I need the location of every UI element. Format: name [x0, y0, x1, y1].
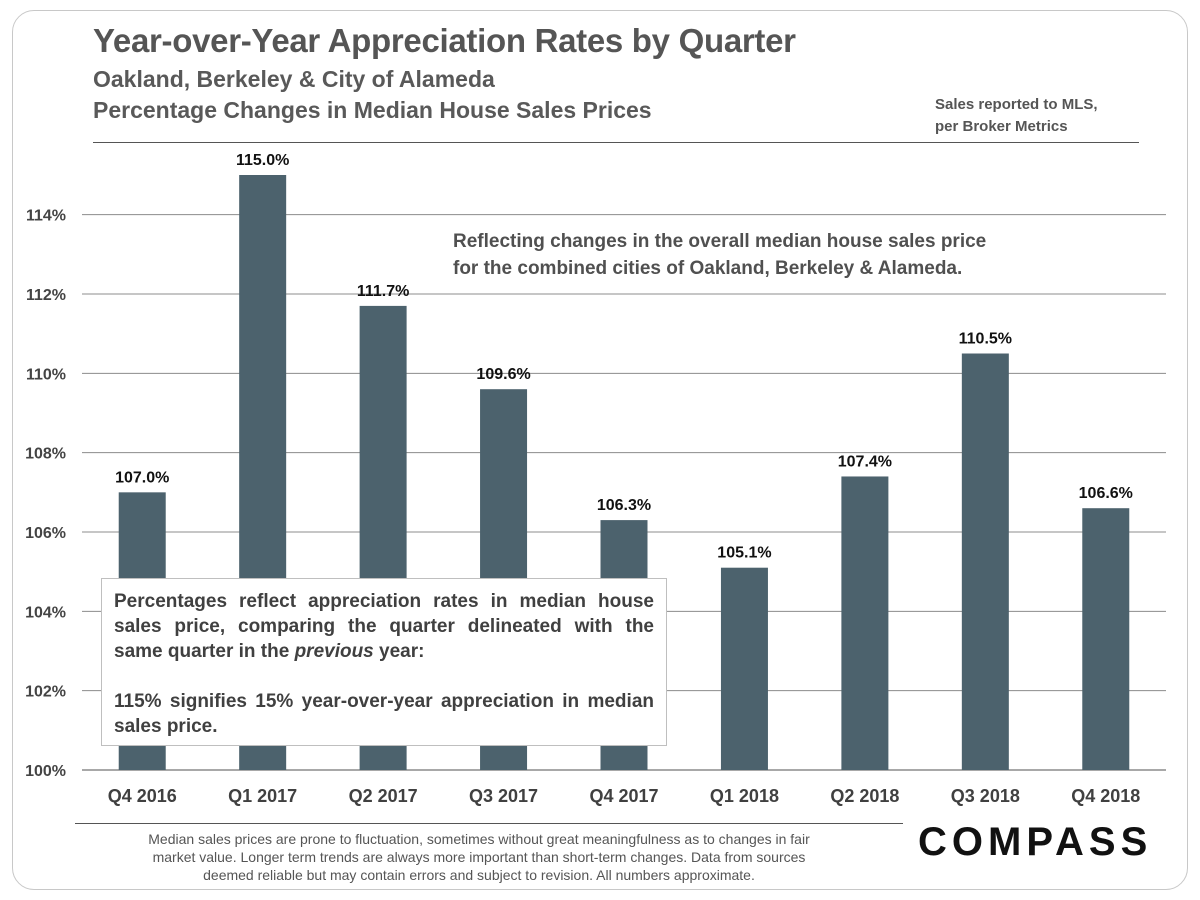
- data-label: 106.6%: [1079, 485, 1133, 502]
- data-label: 106.3%: [597, 497, 651, 514]
- y-tick-label: 108%: [25, 446, 66, 463]
- disclaimer: Median sales prices are prone to fluctua…: [75, 830, 883, 884]
- explanation-box: Percentages reflect appreciation rates i…: [101, 578, 667, 746]
- x-tick-label: Q3 2017: [469, 786, 538, 806]
- bar: [841, 476, 889, 770]
- chart-subtitle-metric: Percentage Changes in Median House Sales…: [93, 97, 652, 123]
- x-axis-categories: Q4 2016 Q1 2017 Q2 2017 Q3 2017 Q4 2017 Q1 20…: [108, 786, 1141, 806]
- y-tick-label: 106%: [25, 525, 66, 542]
- data-label: 107.4%: [838, 453, 892, 470]
- y-tick-label: 114%: [26, 208, 66, 225]
- x-tick-label: Q2 2017: [349, 786, 418, 806]
- chart-subtitle-cities: Oakland, Berkeley & City of Alameda: [93, 66, 495, 92]
- x-tick-label: Q1 2018: [710, 786, 779, 806]
- x-tick-label: Q4 2016: [108, 786, 177, 806]
- compass-logo: COMPASS: [918, 820, 1153, 864]
- bar: [1082, 508, 1130, 770]
- data-label: 105.1%: [717, 545, 771, 562]
- x-tick-label: Q4 2017: [589, 786, 658, 806]
- data-label: 109.6%: [476, 366, 530, 383]
- explanation-emphasis: previous: [294, 641, 374, 662]
- bar: [961, 353, 1009, 770]
- data-label: 111.7%: [357, 283, 410, 300]
- disclaimer-line-2: market value. Longer term trends are alw…: [152, 849, 806, 865]
- source-note-line-1: Sales reported to MLS,: [935, 96, 1098, 113]
- explanation-paragraph-2: 115% signifies 15% year-over-year apprec…: [114, 691, 654, 737]
- y-tick-label: 112%: [26, 287, 66, 304]
- x-tick-label: Q4 2018: [1071, 786, 1140, 806]
- y-tick-label: 102%: [25, 684, 66, 701]
- y-axis-ticks: 100% 102% 104% 106% 108% 110% 112% 114%: [25, 208, 66, 780]
- header-divider: [93, 142, 1139, 143]
- y-tick-label: 104%: [25, 604, 66, 621]
- disclaimer-line-1: Median sales prices are prone to fluctua…: [148, 831, 810, 847]
- data-labels: 107.0% 115.0% 111.7% 109.6% 106.3% 105.1% 107.…: [115, 152, 1133, 562]
- explanation-paragraph-1: Percentages reflect appreciation rates i…: [114, 589, 654, 664]
- y-tick-label: 110%: [26, 366, 66, 383]
- y-tick-label: 100%: [25, 763, 66, 780]
- chart-note-line-1: Reflecting changes in the overall median…: [453, 231, 987, 252]
- explanation-text: Percentages reflect appreciation rates i…: [114, 591, 654, 662]
- explanation-text-end: year:: [379, 641, 425, 662]
- x-tick-label: Q2 2018: [830, 786, 899, 806]
- bar: [720, 567, 768, 770]
- data-label: 115.0%: [236, 152, 289, 169]
- data-label: 107.0%: [115, 469, 169, 486]
- x-tick-label: Q3 2018: [951, 786, 1020, 806]
- source-note-line-2: per Broker Metrics: [935, 118, 1068, 135]
- disclaimer-line-3: deemed reliable but may contain errors a…: [203, 867, 755, 883]
- footer-divider: [75, 823, 903, 824]
- data-label: 110.5%: [959, 331, 1012, 348]
- x-tick-label: Q1 2017: [228, 786, 297, 806]
- chart-note-line-2: for the combined cities of Oakland, Berk…: [453, 258, 963, 279]
- chart-title: Year-over-Year Appreciation Rates by Qua…: [93, 22, 796, 59]
